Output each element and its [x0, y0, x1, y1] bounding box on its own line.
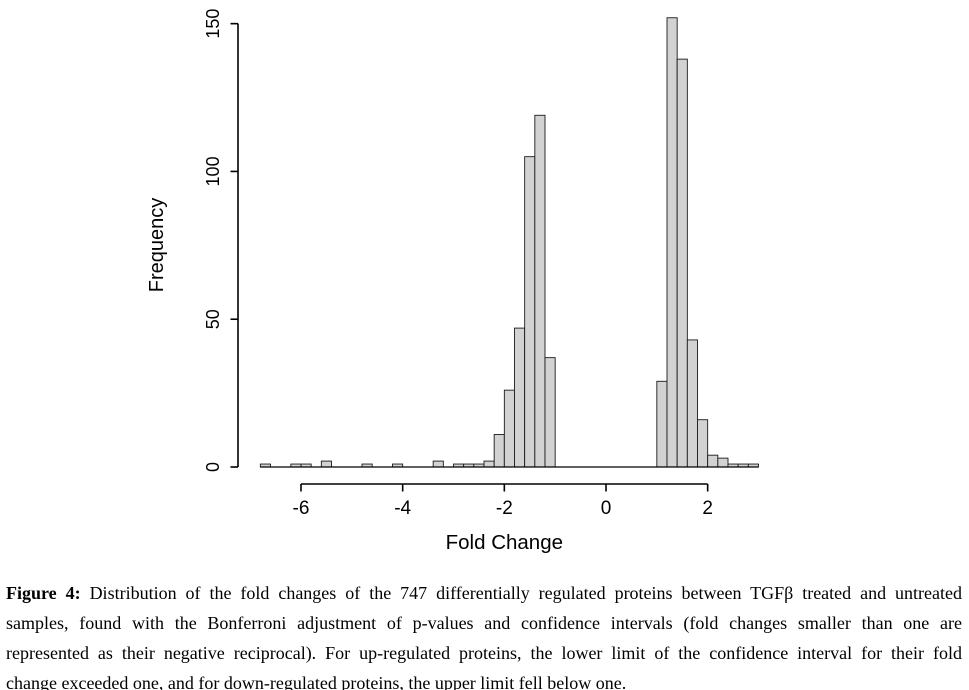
caption-line-4: change exceeded one, and for down-regula… [6, 673, 627, 690]
histogram-bar [514, 327, 526, 468]
x-tick-label: -2 [496, 498, 513, 519]
histogram-bar [656, 380, 668, 468]
y-tick-label: 100 [203, 156, 223, 186]
chart-svg: 0 50 100 150 Frequency -6 -4 -2 0 2 Fold Change [146, 9, 759, 554]
histogram-bar [544, 357, 556, 468]
x-axis-title: Fold Change [446, 531, 563, 554]
x-tick-label: 0 [601, 498, 612, 519]
figure-caption: Figure 4: Distribution of the fold chang… [6, 578, 962, 690]
x-tick-label: -4 [394, 498, 411, 519]
y-axis-title: Frequency [146, 198, 168, 293]
y-tick-label: 50 [203, 309, 223, 329]
chart: 0 50 100 150 Frequency -6 -4 -2 0 2 Fold Change [146, 9, 759, 554]
histogram-bar [503, 389, 515, 468]
histogram-bar [717, 457, 729, 468]
histogram-bar [707, 454, 719, 468]
histogram-bar [432, 460, 444, 468]
histogram-bar [697, 419, 709, 468]
histogram-bar [666, 17, 678, 468]
y-tick-label: 150 [203, 9, 223, 39]
histogram-bar [534, 114, 546, 468]
histogram-bar [320, 460, 332, 468]
histogram-bar [483, 460, 495, 468]
caption-line-1: Figure 4: Distribution of the fold chang… [6, 578, 962, 608]
caption-line-3: represented as their negative reciprocal… [6, 643, 962, 663]
histogram-bar [524, 156, 536, 468]
figure-label: Figure 4: [6, 583, 81, 603]
histogram-bar [493, 434, 505, 468]
caption-text-1: Distribution of the fold changes of the … [89, 583, 963, 603]
x-tick-label: -6 [293, 498, 310, 519]
histogram-bar [676, 58, 688, 468]
y-tick-label: 0 [203, 462, 223, 472]
x-tick-label: 2 [702, 498, 713, 519]
caption-line-2: samples, found with the Bonferroni adjus… [6, 613, 962, 633]
histogram-bar [686, 339, 698, 468]
